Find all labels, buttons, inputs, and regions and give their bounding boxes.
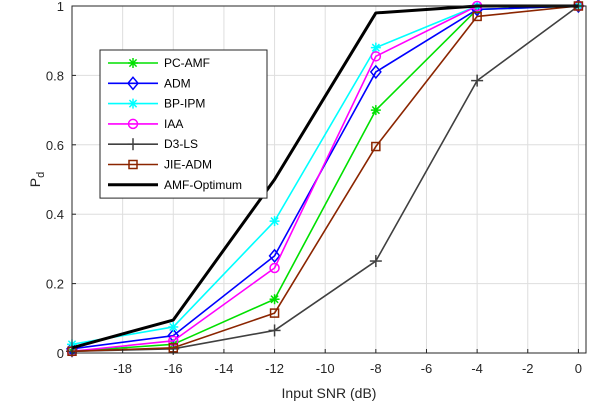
data-point	[268, 248, 281, 264]
legend-label: D3-LS	[164, 137, 198, 151]
data-point	[371, 141, 381, 152]
ticks: -18 -16 -14 -12 -10 -8 -6 -4 -2 0 0 0.2 0.4 0.6 0.8 1	[46, 0, 582, 376]
x-tick-label: 0	[575, 361, 582, 376]
x-axis-label: Input SNR (dB)	[282, 385, 377, 401]
data-point	[369, 64, 382, 80]
y-tick-label: 1	[57, 0, 64, 14]
legend-label: AMF-Optimum	[164, 178, 242, 192]
data-point	[128, 159, 138, 170]
data-point	[471, 74, 484, 87]
data-point	[472, 11, 482, 22]
data-point	[370, 42, 381, 53]
data-point	[269, 216, 280, 227]
x-tick-label: -2	[522, 361, 534, 376]
data-point	[370, 105, 381, 116]
data-point	[127, 138, 139, 151]
data-point	[269, 308, 280, 318]
legend: PC-AMF ADM BP-IPM IAA D3-LS JIE-ADM AMF-Optimu…	[99, 49, 268, 199]
data-point	[128, 58, 138, 68]
x-tick-label: -8	[370, 361, 382, 376]
legend-item: JIE-ADM	[108, 158, 212, 172]
y-axis-label-main: P	[27, 178, 43, 187]
legend-label: IAA	[164, 117, 183, 131]
axes-box	[71, 5, 587, 354]
x-tick-label: -10	[316, 361, 335, 376]
x-tick-label: -4	[471, 361, 483, 376]
legend-item: ADM	[108, 76, 191, 91]
x-tick-label: -18	[113, 361, 132, 376]
y-tick-label: 0.6	[46, 138, 64, 153]
series-line	[71, 5, 579, 353]
data-point	[127, 118, 139, 130]
series-line	[71, 5, 579, 353]
legend-item: PC-AMF	[108, 56, 210, 70]
y-tick-label: 0	[57, 346, 64, 361]
legend-item: BP-IPM	[108, 97, 205, 111]
data-point	[269, 262, 280, 274]
legend-label: JIE-ADM	[164, 158, 212, 172]
x-tick-label: -16	[164, 361, 183, 376]
data-point	[127, 76, 139, 91]
y-axis-label-sub: d	[35, 172, 47, 178]
legend-item: D3-LS	[108, 137, 198, 151]
legend-label: PC-AMF	[164, 56, 210, 70]
legend-label: BP-IPM	[164, 97, 205, 111]
data-point	[268, 324, 281, 337]
y-axis-label: Pd	[27, 172, 47, 187]
data-point	[370, 51, 382, 62]
series-layer	[66, 0, 585, 358]
data-point	[128, 98, 138, 109]
x-tick-label: -12	[265, 361, 284, 376]
data-point	[168, 321, 179, 332]
y-tick-label: 0.4	[46, 207, 64, 222]
y-tick-label: 0.2	[46, 277, 64, 292]
legend-item: AMF-Optimum	[108, 178, 242, 192]
data-point	[369, 255, 382, 268]
y-tick-label: 0.8	[46, 68, 64, 83]
legend-label: ADM	[164, 76, 191, 90]
data-point	[269, 294, 280, 305]
x-tick-label: -14	[215, 361, 234, 376]
legend-item: IAA	[108, 117, 183, 131]
x-tick-label: -6	[421, 361, 433, 376]
